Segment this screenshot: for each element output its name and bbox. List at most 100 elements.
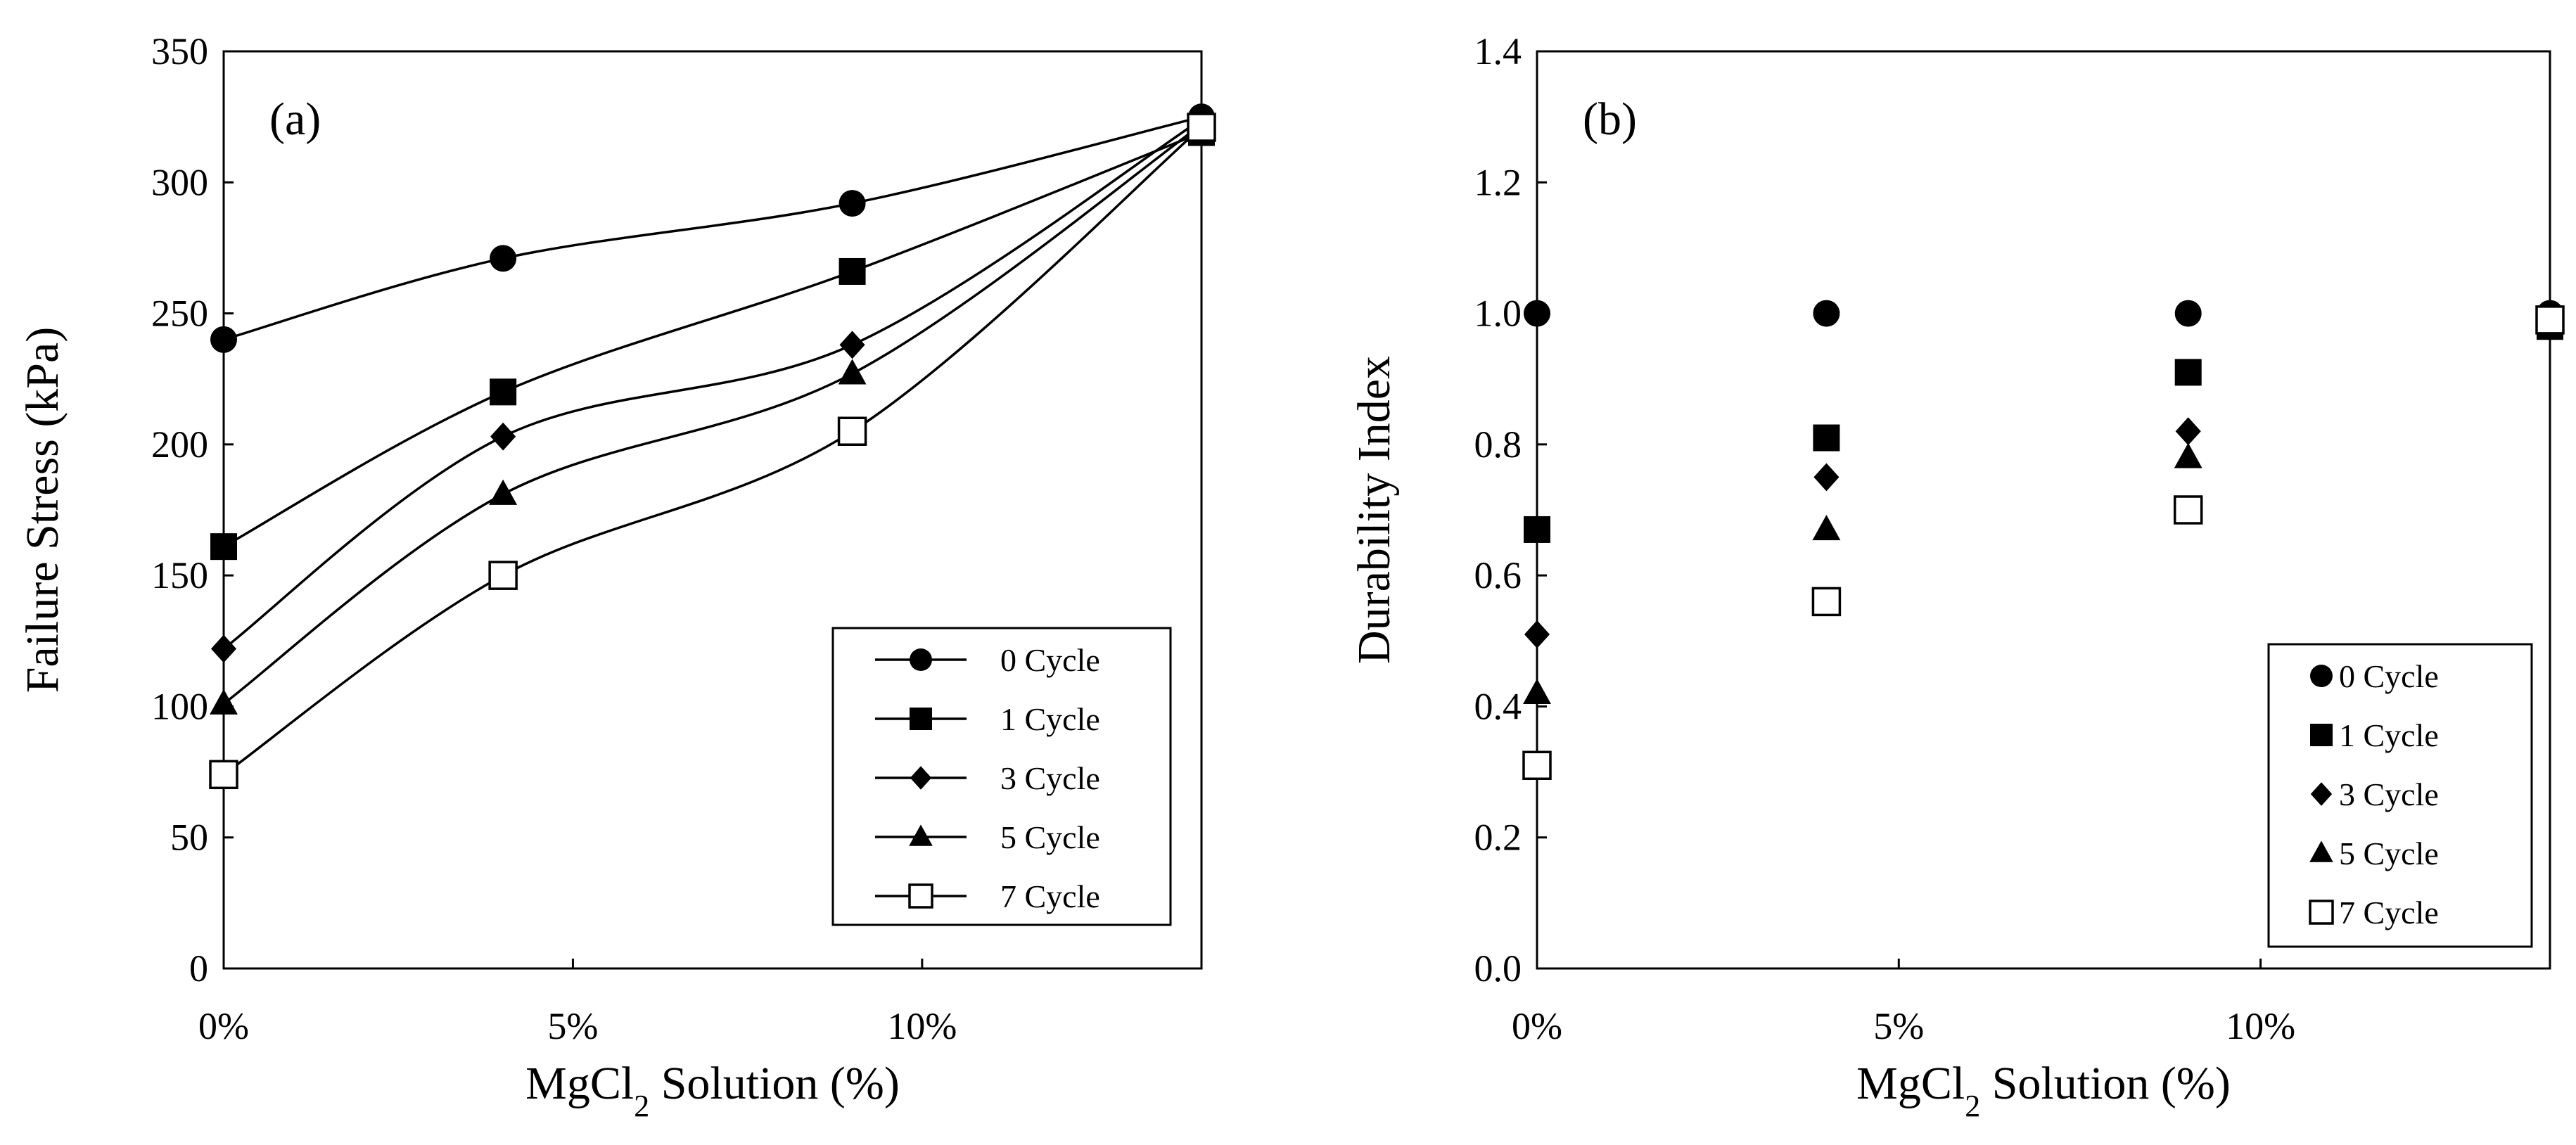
data-point <box>1813 424 1840 452</box>
x-axis-label: MgCl2 Solution (%) <box>525 1058 900 1123</box>
series-3-cycle <box>1524 305 2563 648</box>
data-point <box>1523 678 1551 704</box>
legend-marker <box>2309 900 2334 925</box>
data-point <box>490 245 517 272</box>
y-tick-label: 0 <box>189 947 208 990</box>
y-tick-label: 0.2 <box>1474 817 1522 859</box>
legend-label: 0 Cycle <box>2339 658 2439 694</box>
series-line <box>222 126 1203 776</box>
legend: 0 Cycle 1 Cycle 3 Cycle 5 Cycle 7 Cycle <box>831 627 1172 926</box>
data-point <box>2174 300 2202 327</box>
data-point <box>210 634 237 663</box>
data-point <box>839 331 865 359</box>
data-point <box>838 359 867 385</box>
y-tick-label: 0.6 <box>1474 554 1522 596</box>
data-point <box>2174 442 2202 468</box>
legend-item: 3 Cycle <box>2310 776 2439 812</box>
series-5-cycle <box>210 110 1216 715</box>
y-tick-label: 0.0 <box>1474 947 1522 990</box>
legend-item: 1 Cycle <box>2310 717 2439 753</box>
legend-item: 7 Cycle <box>2309 895 2439 930</box>
legend-label: 0 Cycle <box>1000 642 1100 678</box>
data-point <box>1522 750 1552 781</box>
plot-frame <box>1536 50 2551 970</box>
data-point <box>1813 463 1839 492</box>
series-line <box>222 118 1202 650</box>
data-point <box>837 416 867 446</box>
data-point <box>209 760 238 790</box>
legend-item: 0 Cycle <box>875 642 1100 678</box>
series-7-cycle <box>209 113 1216 790</box>
x-axis-label-rest: Solution (%) <box>1980 1058 2231 1109</box>
y-tick-label: 150 <box>151 554 208 596</box>
data-point <box>2174 359 2202 386</box>
legend-label: 3 Cycle <box>2339 776 2439 812</box>
x-axis-label-sub: 2 <box>1965 1089 1980 1123</box>
legend-label: 3 Cycle <box>1000 760 1100 796</box>
series-0-cycle <box>210 103 1215 353</box>
series-1-cycle <box>210 119 1215 561</box>
legend-marker <box>2309 840 2333 862</box>
legend-box <box>831 627 1172 926</box>
data-point <box>2535 305 2565 335</box>
data-point <box>1812 515 1841 541</box>
legend-marker <box>910 648 932 671</box>
data-point <box>839 257 866 285</box>
legend-label: 7 Cycle <box>2339 895 2439 930</box>
data-point <box>839 190 866 217</box>
y-tick-label: 0.8 <box>1474 423 1522 466</box>
legend-marker <box>2310 665 2333 687</box>
legend-label: 5 Cycle <box>2339 836 2439 871</box>
legend-marker <box>910 766 932 790</box>
data-point <box>2175 417 2201 446</box>
data-point <box>490 378 517 406</box>
legend-item: 5 Cycle <box>875 819 1100 855</box>
data-point <box>489 479 518 505</box>
x-tick-label: 10% <box>887 1005 957 1047</box>
chart-panel-b: 0.0 0.2 0.4 0.6 0.8 1.0 1.2 1.4 0% 5% 10% MgCl2 Sol… <box>1348 30 2565 1123</box>
legend-marker <box>910 708 932 730</box>
legend-marker <box>2310 724 2333 746</box>
panel-tag: (b) <box>1583 94 1637 145</box>
legend-item: 3 Cycle <box>875 760 1100 796</box>
x-tick-label: 0% <box>1512 1005 1562 1047</box>
y-tick-label: 200 <box>151 423 208 466</box>
legend-item: 0 Cycle <box>2310 658 2439 694</box>
legend-label: 5 Cycle <box>1000 819 1100 855</box>
y-tick-label: 50 <box>170 817 208 859</box>
data-point <box>210 689 238 715</box>
legend-item: 1 Cycle <box>875 701 1100 737</box>
legend-marker <box>908 883 933 909</box>
series-7-cycle <box>1522 305 2565 781</box>
legend: 0 Cycle 1 Cycle 3 Cycle 5 Cycle 7 Cycle <box>2267 643 2533 948</box>
y-tick-label: 1.2 <box>1474 161 1522 203</box>
series-line <box>223 115 1202 341</box>
data-point <box>2173 495 2203 525</box>
y-tick-label: 250 <box>151 293 208 335</box>
data-point <box>1524 300 1550 327</box>
y-axis-label: Failure Stress (kPa) <box>17 327 68 693</box>
data-point <box>1813 300 1840 327</box>
x-tick-label: 5% <box>1873 1005 1924 1047</box>
x-axis-label-main: MgCl <box>525 1058 634 1109</box>
data-point <box>210 326 237 353</box>
legend-marker <box>909 824 933 846</box>
x-tick-label: 10% <box>2226 1005 2295 1047</box>
legend-marker <box>2310 782 2333 806</box>
data-point <box>488 561 518 590</box>
y-tick-label: 300 <box>151 161 208 203</box>
series-line <box>222 123 1203 705</box>
x-axis-label-rest: Solution (%) <box>649 1058 900 1109</box>
data-point <box>1187 113 1216 142</box>
series-0-cycle <box>1524 300 2563 327</box>
plot-frame <box>222 50 1203 970</box>
series-1-cycle <box>1524 313 2563 543</box>
data-point <box>1524 620 1550 648</box>
data-point <box>210 533 237 561</box>
legend-label: 1 Cycle <box>2339 717 2439 753</box>
y-tick-label: 1.4 <box>1474 30 1522 72</box>
panel-tag: (a) <box>269 94 321 145</box>
y-tick-label: 0.4 <box>1474 685 1522 727</box>
data-point <box>1524 516 1550 543</box>
